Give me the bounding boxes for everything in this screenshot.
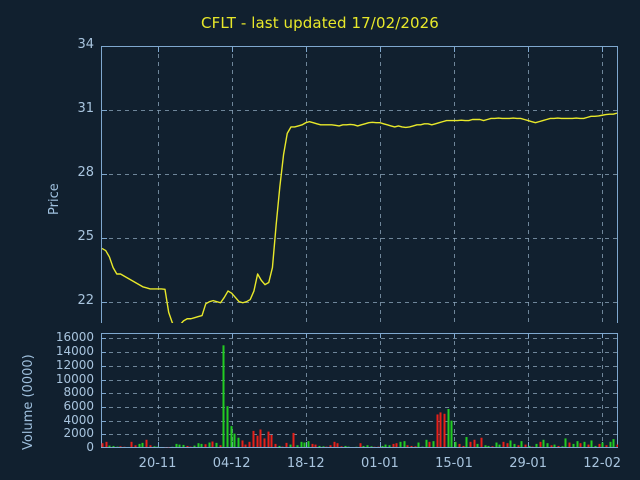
price-tick-22: 22 [77,292,94,308]
x-tick-15-01: 15-01 [435,456,473,471]
volume-tick-0: 0 [86,440,94,454]
volume-tick-16000: 16000 [55,330,94,345]
chart-title: CFLT - last updated 17/02/2026 [201,14,439,32]
x-tick-12-02: 12-02 [583,456,622,471]
price-plot-svg [101,46,618,323]
volume-tick-10000: 10000 [55,371,94,386]
x-tick-20-11: 20-11 [138,456,177,471]
volume-tick-4000: 4000 [63,412,94,427]
volume-tick-12000: 12000 [55,357,94,372]
price-tick-31: 31 [77,100,94,116]
volume-tick-8000: 8000 [63,385,94,400]
x-tick-04-12: 04-12 [212,456,251,471]
price-axis-label: Price [47,183,62,215]
volume-tick-6000: 6000 [63,398,94,413]
x-tick-01-01: 01-01 [360,456,399,471]
price-tick-28: 28 [77,164,94,180]
x-tick-18-12: 18-12 [286,456,325,471]
volume-tick-14000: 14000 [55,344,94,359]
x-tick-29-01: 29-01 [509,456,547,471]
volume-plot-svg [101,333,618,448]
price-panel [101,46,618,323]
volume-tick-2000: 2000 [63,426,94,441]
price-tick-25: 25 [77,228,94,244]
price-tick-34: 34 [77,37,94,52]
volume-panel [101,333,618,448]
